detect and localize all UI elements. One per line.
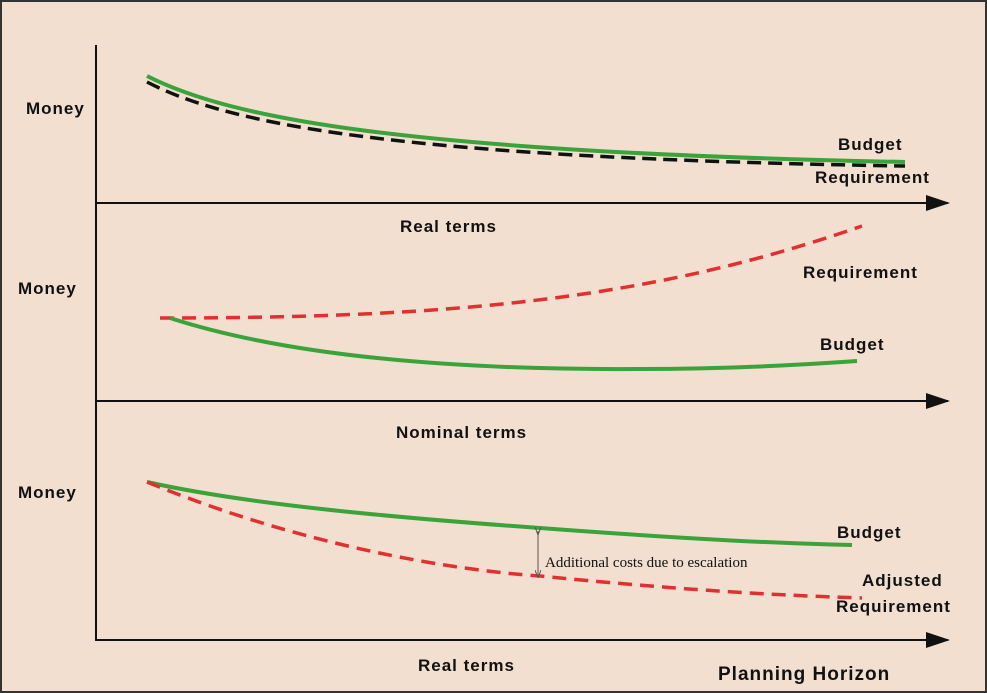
budget-curve bbox=[169, 316, 858, 372]
curve-label: Adjusted bbox=[862, 571, 943, 590]
horizon-label: Planning Horizon bbox=[718, 664, 890, 685]
requirement-curve bbox=[159, 224, 863, 320]
curve-label: Requirement bbox=[815, 168, 930, 187]
curve-label: Budget bbox=[838, 135, 903, 154]
budget-curve bbox=[146, 74, 906, 164]
x-label: Real terms bbox=[400, 217, 497, 236]
annotation: Additional costs due to escalation bbox=[545, 555, 748, 571]
y-label: Money bbox=[26, 99, 85, 118]
curve-label: Requirement bbox=[803, 263, 918, 282]
x-label: Real terms bbox=[418, 656, 515, 675]
curve-label: Budget bbox=[820, 335, 885, 354]
y-label: Money bbox=[18, 483, 77, 502]
curve-label: Requirement bbox=[836, 597, 951, 616]
requirement-curve bbox=[146, 80, 906, 168]
adjusted-requirement-curve bbox=[146, 480, 863, 600]
curve-label: Budget bbox=[837, 523, 902, 542]
y-label: Money bbox=[18, 279, 77, 298]
x-label: Nominal terms bbox=[396, 423, 527, 442]
